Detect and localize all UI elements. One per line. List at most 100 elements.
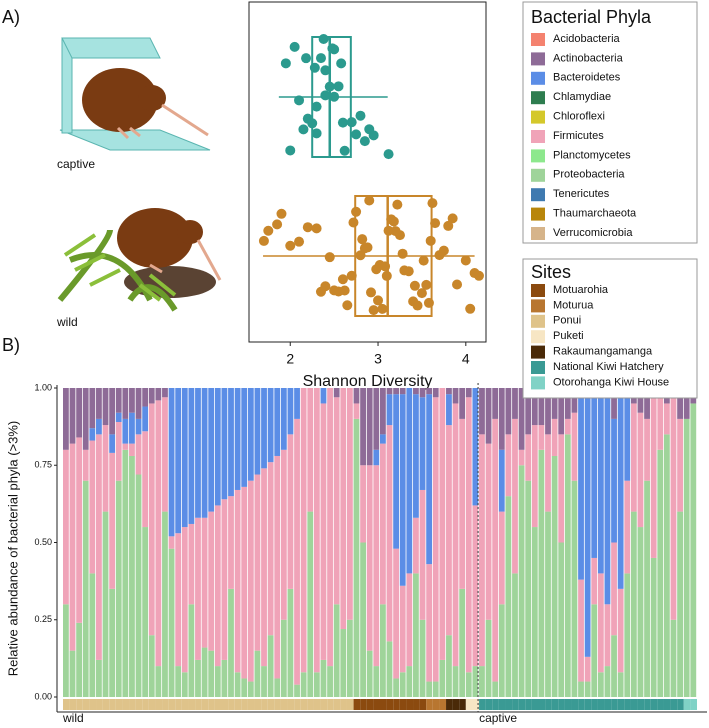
bar-segment xyxy=(413,388,419,395)
bar-segment xyxy=(531,425,538,528)
bar-segment xyxy=(162,511,168,697)
bar-segment xyxy=(320,388,327,404)
bar-segment xyxy=(69,443,76,651)
bar-segment xyxy=(287,434,294,589)
site-strip xyxy=(531,699,539,710)
bar-segment xyxy=(571,480,578,697)
site-strip xyxy=(380,699,387,710)
bar-segment xyxy=(89,428,96,441)
bar-segment xyxy=(399,394,406,586)
bar-segment xyxy=(498,449,505,512)
point xyxy=(430,218,441,229)
site-strip xyxy=(571,699,579,710)
bar-segment xyxy=(677,511,683,697)
bar-segment xyxy=(221,499,228,660)
legend-swatch xyxy=(531,299,545,313)
bar-segment xyxy=(247,480,254,682)
bar-segment xyxy=(551,418,558,456)
bar-segment xyxy=(254,650,261,697)
bar-segment xyxy=(545,434,551,512)
bar-segment xyxy=(564,418,571,435)
bar-segment xyxy=(624,480,631,574)
legend-label: Proteobacteria xyxy=(553,169,625,181)
bar-segment xyxy=(89,440,96,574)
site-strip xyxy=(419,699,427,710)
site-strip xyxy=(135,699,143,710)
bar-segment xyxy=(122,388,129,419)
site-strip xyxy=(663,699,671,710)
legend-label: Rakaumangamanga xyxy=(553,346,653,358)
bar-segment xyxy=(241,388,248,487)
bar-segment xyxy=(102,388,109,426)
site-strip xyxy=(188,699,196,710)
point xyxy=(307,118,318,129)
site-strip xyxy=(181,699,189,710)
site-strip xyxy=(538,699,546,710)
site-strip xyxy=(234,699,242,710)
point xyxy=(294,95,305,106)
bar-segment xyxy=(300,388,307,673)
bar-segment xyxy=(439,659,446,697)
bar-segment xyxy=(446,425,452,636)
site-strip xyxy=(690,699,697,710)
bar-segment xyxy=(465,672,472,697)
site-strip xyxy=(479,699,486,710)
legend-label: Thaumarchaeota xyxy=(553,208,637,220)
bar-segment xyxy=(267,388,274,463)
bar-segment xyxy=(386,425,393,642)
legend-swatch xyxy=(531,91,545,105)
legend-title: Sites xyxy=(531,262,571,282)
bar-segment xyxy=(611,418,617,543)
bar-segment xyxy=(247,388,254,481)
legend-swatch xyxy=(531,71,545,85)
bar-segment xyxy=(228,588,234,697)
bar-segment xyxy=(551,455,558,697)
site-strip xyxy=(413,699,420,710)
bar-segment xyxy=(472,505,479,667)
site-strip xyxy=(175,699,182,710)
site-strip xyxy=(333,699,341,710)
site-strip xyxy=(637,699,645,710)
bar-segment xyxy=(512,388,518,419)
bar-segment xyxy=(208,511,215,651)
bar-segment xyxy=(135,388,142,419)
bar-segment xyxy=(267,635,274,697)
bar-segment xyxy=(677,388,683,419)
legend-label: Tenericutes xyxy=(553,188,610,200)
site-strip xyxy=(426,699,433,710)
bar-segment xyxy=(221,388,228,500)
point xyxy=(315,53,326,64)
bar-segment xyxy=(280,388,287,450)
bar-segment xyxy=(538,425,545,450)
site-strip xyxy=(327,699,334,710)
bar-segment xyxy=(353,418,360,697)
point xyxy=(355,110,366,121)
point xyxy=(337,274,348,285)
bar-segment xyxy=(201,517,208,648)
bar-segment xyxy=(373,465,380,667)
bar-segment xyxy=(399,388,406,395)
bar-segment xyxy=(630,511,637,697)
bar-segment xyxy=(518,449,525,466)
point xyxy=(339,285,350,296)
panel-label: B) xyxy=(2,335,20,355)
bar-segment xyxy=(129,443,135,456)
bar-segment xyxy=(333,397,340,605)
group-label: wild xyxy=(56,315,78,329)
bar-segment xyxy=(181,527,188,673)
bar-segment xyxy=(459,418,466,589)
x-tick-label: 4 xyxy=(462,351,470,367)
bar-segment xyxy=(274,455,281,679)
site-strip xyxy=(485,699,493,710)
bar-segment xyxy=(637,412,644,528)
bar-segment xyxy=(373,449,380,466)
point xyxy=(351,129,362,140)
bar-segment xyxy=(624,573,631,697)
bar-segment xyxy=(234,388,241,490)
bar-segment xyxy=(122,418,129,444)
bar-segment xyxy=(531,527,538,697)
bar-segment xyxy=(637,527,644,697)
site-strip xyxy=(195,699,202,710)
site-strip xyxy=(564,699,572,710)
bar-segment xyxy=(531,388,538,426)
